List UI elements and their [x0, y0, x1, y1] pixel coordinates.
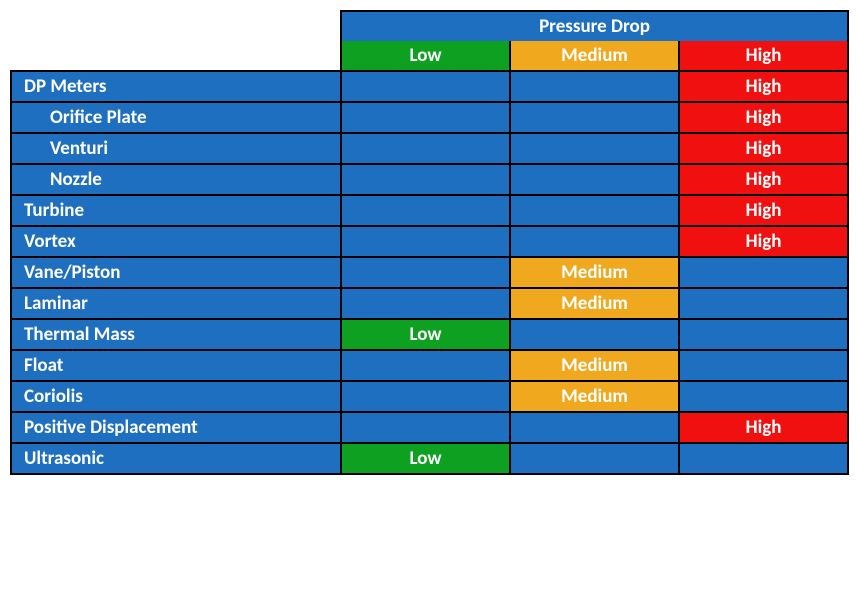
cell: [341, 195, 510, 226]
cell: [341, 412, 510, 443]
cell: [510, 319, 679, 350]
cell: [341, 257, 510, 288]
cell: High: [679, 412, 848, 443]
pressure-drop-table: Pressure DropLowMediumHighDP MetersHighO…: [10, 10, 849, 475]
row-label: Venturi: [11, 133, 341, 164]
row-label: Turbine: [11, 195, 341, 226]
cell: [341, 288, 510, 319]
cell: Medium: [510, 257, 679, 288]
cell: Low: [341, 443, 510, 474]
row-label: Float: [11, 350, 341, 381]
header-title: Pressure Drop: [341, 11, 848, 41]
cell: High: [679, 102, 848, 133]
cell: [510, 443, 679, 474]
row-label: Nozzle: [11, 164, 341, 195]
cell: Low: [341, 319, 510, 350]
cell: [341, 71, 510, 102]
row-label: Coriolis: [11, 381, 341, 412]
row-label: Ultrasonic: [11, 443, 341, 474]
cell: [510, 102, 679, 133]
cell: [679, 350, 848, 381]
cell: High: [679, 164, 848, 195]
row-label: DP Meters: [11, 71, 341, 102]
cell: Medium: [510, 350, 679, 381]
row-label: Positive Displacement: [11, 412, 341, 443]
cell: [679, 288, 848, 319]
cell: [510, 164, 679, 195]
header-col-low: Low: [341, 41, 510, 71]
cell: [510, 412, 679, 443]
cell: [510, 195, 679, 226]
cell: [510, 71, 679, 102]
row-label: Vortex: [11, 226, 341, 257]
cell: Medium: [510, 288, 679, 319]
header-col-high: High: [679, 41, 848, 71]
header-col-medium: Medium: [510, 41, 679, 71]
cell: High: [679, 195, 848, 226]
cell: High: [679, 71, 848, 102]
cell: [341, 133, 510, 164]
cell: [510, 226, 679, 257]
cell: Medium: [510, 381, 679, 412]
cell: [341, 164, 510, 195]
row-label: Vane/Piston: [11, 257, 341, 288]
cell: [341, 102, 510, 133]
row-label: Thermal Mass: [11, 319, 341, 350]
row-label: Laminar: [11, 288, 341, 319]
cell: [341, 381, 510, 412]
cell: [341, 350, 510, 381]
cell: [679, 381, 848, 412]
cell: [679, 319, 848, 350]
cell: High: [679, 226, 848, 257]
row-label: Orifice Plate: [11, 102, 341, 133]
cell: [679, 257, 848, 288]
cell: High: [679, 133, 848, 164]
cell: [510, 133, 679, 164]
cell: [341, 226, 510, 257]
cell: [679, 443, 848, 474]
blank-corner: [11, 11, 341, 71]
